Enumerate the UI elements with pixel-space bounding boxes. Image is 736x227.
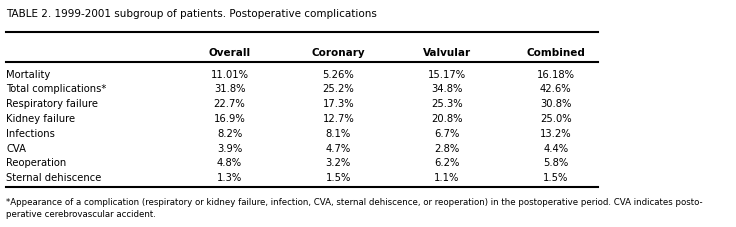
Text: Mortality: Mortality: [6, 69, 50, 79]
Text: 3.9%: 3.9%: [217, 143, 242, 153]
Text: Sternal dehiscence: Sternal dehiscence: [6, 173, 102, 183]
Text: 4.4%: 4.4%: [543, 143, 568, 153]
Text: 17.3%: 17.3%: [322, 99, 354, 109]
Text: 1.5%: 1.5%: [543, 173, 568, 183]
Text: 2.8%: 2.8%: [434, 143, 460, 153]
Text: 25.3%: 25.3%: [431, 99, 463, 109]
Text: Combined: Combined: [526, 48, 585, 58]
Text: Coronary: Coronary: [311, 48, 365, 58]
Text: 25.0%: 25.0%: [540, 114, 572, 123]
Text: 11.01%: 11.01%: [210, 69, 249, 79]
Text: 16.9%: 16.9%: [213, 114, 245, 123]
Text: TABLE 2. 1999-2001 subgroup of patients. Postoperative complications: TABLE 2. 1999-2001 subgroup of patients.…: [6, 9, 377, 19]
Text: 16.18%: 16.18%: [537, 69, 575, 79]
Text: 34.8%: 34.8%: [431, 84, 463, 94]
Text: CVA: CVA: [6, 143, 26, 153]
Text: 4.7%: 4.7%: [325, 143, 351, 153]
Text: 20.8%: 20.8%: [431, 114, 463, 123]
Text: 8.1%: 8.1%: [325, 128, 351, 138]
Text: 30.8%: 30.8%: [540, 99, 571, 109]
Text: 25.2%: 25.2%: [322, 84, 354, 94]
Text: Kidney failure: Kidney failure: [6, 114, 75, 123]
Text: Reoperation: Reoperation: [6, 158, 66, 168]
Text: 4.8%: 4.8%: [217, 158, 242, 168]
Text: 1.3%: 1.3%: [217, 173, 242, 183]
Text: 15.17%: 15.17%: [428, 69, 466, 79]
Text: 6.7%: 6.7%: [434, 128, 460, 138]
Text: 8.2%: 8.2%: [217, 128, 242, 138]
Text: Overall: Overall: [208, 48, 251, 58]
Text: 5.8%: 5.8%: [543, 158, 568, 168]
Text: 13.2%: 13.2%: [540, 128, 572, 138]
Text: 1.5%: 1.5%: [325, 173, 351, 183]
Text: 6.2%: 6.2%: [434, 158, 460, 168]
Text: Total complications*: Total complications*: [6, 84, 107, 94]
Text: Valvular: Valvular: [423, 48, 471, 58]
Text: 22.7%: 22.7%: [213, 99, 245, 109]
Text: *Appearance of a complication (respiratory or kidney failure, infection, CVA, st: *Appearance of a complication (respirato…: [6, 197, 703, 218]
Text: 12.7%: 12.7%: [322, 114, 354, 123]
Text: 1.1%: 1.1%: [434, 173, 460, 183]
Text: 31.8%: 31.8%: [213, 84, 245, 94]
Text: 5.26%: 5.26%: [322, 69, 354, 79]
Text: Infections: Infections: [6, 128, 55, 138]
Text: 3.2%: 3.2%: [325, 158, 351, 168]
Text: Respiratory failure: Respiratory failure: [6, 99, 98, 109]
Text: 42.6%: 42.6%: [540, 84, 572, 94]
